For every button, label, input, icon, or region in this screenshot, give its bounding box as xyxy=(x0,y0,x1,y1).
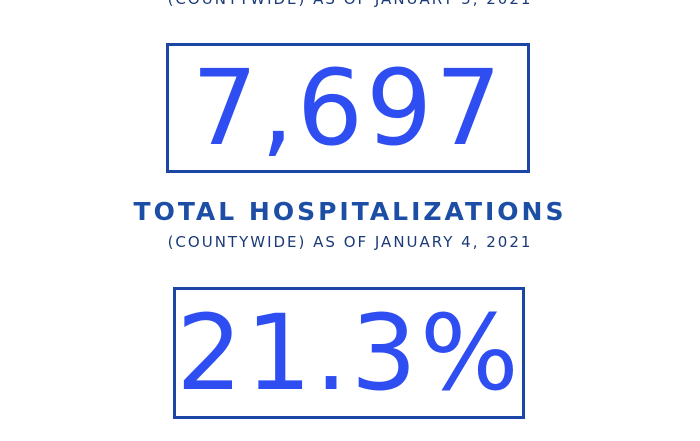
stat-value: 7,697 xyxy=(191,47,505,169)
stat-box: 7,697 xyxy=(166,43,530,173)
stat-label: TOTAL HOSPITALIZATIONS xyxy=(133,197,567,226)
stat-value: 21.3% xyxy=(176,292,522,414)
stat-box: 21.3% xyxy=(173,287,525,419)
stat-sublabel: (COUNTYWIDE) AS OF JANUARY 4, 2021 xyxy=(167,233,533,251)
top-caption: (COUNTYWIDE) AS OF JANUARY 5, 2021 xyxy=(0,0,700,8)
